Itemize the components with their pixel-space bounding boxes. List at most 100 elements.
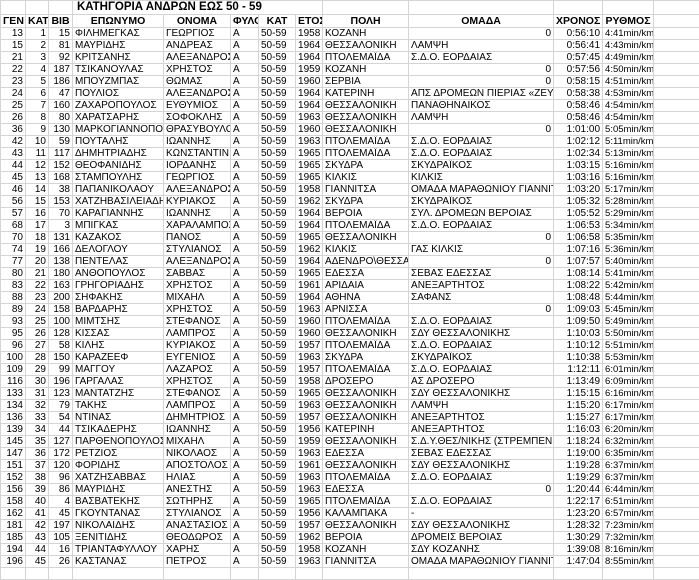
cell-team[interactable]: 0 (409, 232, 554, 244)
cell-category[interactable]: 50-59 (259, 316, 296, 328)
cell[interactable] (654, 196, 699, 208)
cell-category[interactable]: 50-59 (259, 292, 296, 304)
cell-category[interactable]: 50-59 (259, 28, 296, 40)
cell-time[interactable]: 1:20:44 (554, 484, 603, 496)
cell-bib[interactable]: 59 (49, 136, 73, 148)
cell-pace[interactable]: 8:55min/km (603, 556, 654, 568)
cell-category[interactable]: 50-59 (259, 520, 296, 532)
cell-gender[interactable]: Α (231, 64, 259, 76)
cell[interactable] (654, 460, 699, 472)
cell-surname[interactable]: ΘΕΟΦΑΝΙΔΗΣ (73, 160, 164, 172)
cell-category-rank[interactable]: 6 (26, 88, 49, 100)
cell-bib[interactable]: 70 (49, 208, 73, 220)
cell-overall-rank[interactable]: 46 (1, 184, 26, 196)
cell-team[interactable]: ΣΔΥ ΚΟΖΑΝΗΣ (409, 544, 554, 556)
cell-bib[interactable]: 3 (49, 220, 73, 232)
cell-city[interactable]: ΓΙΑΝΝΙΤΣΑ (323, 184, 409, 196)
cell-time[interactable]: 1:13:49 (554, 376, 603, 388)
cell-surname[interactable]: ΚΑΖΑΚΟΣ (73, 232, 164, 244)
cell-team[interactable]: ΣΔΥ ΘΕΣΣΑΛΟΝΙΚΗΣ (409, 388, 554, 400)
cell-overall-rank[interactable]: 158 (1, 496, 26, 508)
cell-bib[interactable]: 96 (49, 472, 73, 484)
cell-overall-rank[interactable]: 25 (1, 100, 26, 112)
cell-birth-year[interactable]: 1963 (296, 400, 323, 412)
cell-time[interactable]: 1:10:03 (554, 328, 603, 340)
cell-overall-rank[interactable]: 136 (1, 412, 26, 424)
cell-bib[interactable]: 92 (49, 52, 73, 64)
cell-city[interactable]: ΣΕΡΒΙΑ (323, 76, 409, 88)
cell-gender[interactable]: Α (231, 496, 259, 508)
cell-city[interactable]: ΠΤΟΛΕΜΑΪΔΑ (323, 52, 409, 64)
cell[interactable] (554, 1, 603, 15)
cell-category[interactable]: 50-59 (259, 472, 296, 484)
cell[interactable] (654, 268, 699, 280)
cell-gender[interactable]: Α (231, 280, 259, 292)
cell-team[interactable]: Σ.Δ.Ο. ΕΟΡΔΑΙΑΣ (409, 364, 554, 376)
cell-city[interactable]: ΒΕΡΟΙΑ (323, 532, 409, 544)
cell-gender[interactable]: Α (231, 28, 259, 40)
cell-team[interactable]: ΛΑΜΨΗ (409, 400, 554, 412)
cell-city[interactable]: ΘΕΣΣΑΛΟΝΙΚΗ (323, 100, 409, 112)
cell-birth-year[interactable]: 1965 (296, 172, 323, 184)
cell-overall-rank[interactable]: 83 (1, 280, 26, 292)
cell-pace[interactable]: 5:34min/km (603, 220, 654, 232)
cell-surname[interactable]: ΤΣΙΚΑΔΕΡΗΣ (73, 424, 164, 436)
cell[interactable] (554, 568, 603, 580)
cell-gender[interactable]: Α (231, 292, 259, 304)
cell[interactable] (164, 568, 231, 580)
cell[interactable] (296, 568, 323, 580)
cell-overall-rank[interactable]: 162 (1, 508, 26, 520)
cell-bib[interactable]: 99 (49, 364, 73, 376)
cell-surname[interactable]: ΧΑΤΖΗΣΑΒΒΑΣ (73, 472, 164, 484)
cell-first-name[interactable]: ΑΝΔΡΕΑΣ (164, 40, 231, 52)
cell-birth-year[interactable]: 1960 (296, 76, 323, 88)
cell-city[interactable]: ΘΕΣΣΑΛΟΝΙΚΗ (323, 388, 409, 400)
cell-bib[interactable]: 117 (49, 148, 73, 160)
cell-bib[interactable]: 130 (49, 124, 73, 136)
cell-first-name[interactable]: ΣΑΒΒΑΣ (164, 268, 231, 280)
cell-birth-year[interactable]: 1963 (296, 352, 323, 364)
cell-gender[interactable]: Α (231, 508, 259, 520)
cell-pace[interactable]: 5:40min/km (603, 256, 654, 268)
cell-surname[interactable]: ΔΕΛΟΓΛΟΥ (73, 244, 164, 256)
cell-category[interactable]: 50-59 (259, 304, 296, 316)
cell[interactable] (654, 208, 699, 220)
cell-surname[interactable]: ΜΠΟΥΖΜΠΑΣ (73, 76, 164, 88)
cell-birth-year[interactable]: 1965 (296, 388, 323, 400)
cell-pace[interactable]: 6:09min/km (603, 376, 654, 388)
cell-team[interactable]: - (409, 508, 554, 520)
cell[interactable] (654, 484, 699, 496)
cell[interactable] (296, 1, 323, 15)
cell-gender[interactable]: Α (231, 208, 259, 220)
header-city[interactable]: ΠΟΛΗ (323, 15, 409, 28)
cell-category[interactable]: 50-59 (259, 544, 296, 556)
cell-gender[interactable]: Α (231, 448, 259, 460)
cell-gender[interactable]: Α (231, 100, 259, 112)
cell-gender[interactable]: Α (231, 196, 259, 208)
cell-surname[interactable]: ΚΑΣΤΑΝΑΣ (73, 556, 164, 568)
cell-time[interactable]: 1:15:20 (554, 400, 603, 412)
cell-birth-year[interactable]: 1958 (296, 376, 323, 388)
cell[interactable] (654, 244, 699, 256)
cell-team[interactable]: 0 (409, 28, 554, 40)
cell-pace[interactable]: 7:32min/km (603, 532, 654, 544)
cell-first-name[interactable]: ΧΡΗΣΤΟΣ (164, 376, 231, 388)
header-category[interactable]: ΚΑΤ (259, 15, 296, 28)
cell-first-name[interactable]: ΑΠΟΣΤΟΛΟΣ (164, 460, 231, 472)
cell-birth-year[interactable]: 1964 (296, 292, 323, 304)
cell-city[interactable]: ΘΕΣΣΑΛΟΝΙΚΗ (323, 460, 409, 472)
cell-surname[interactable]: ΒΑΡΔΑΡΗΣ (73, 304, 164, 316)
cell-time[interactable]: 0:57:56 (554, 64, 603, 76)
cell-first-name[interactable]: ΓΕΩΡΓΙΟΣ (164, 28, 231, 40)
cell-bib[interactable]: 100 (49, 316, 73, 328)
cell-category[interactable]: 50-59 (259, 256, 296, 268)
cell-bib[interactable]: 80 (49, 112, 73, 124)
cell-team[interactable]: ΠΑΝΑΘΗΝΑΙΚΟΣ (409, 100, 554, 112)
cell[interactable] (654, 15, 699, 28)
cell[interactable] (654, 544, 699, 556)
cell-birth-year[interactable]: 1960 (296, 316, 323, 328)
cell[interactable] (654, 424, 699, 436)
cell-team[interactable]: Σ.Δ.Υ.ΘΕΣ/ΝΙΚΗΣ (ΣΤΡΕΜΠΕΝΙΣ (409, 436, 554, 448)
cell[interactable] (654, 220, 699, 232)
cell-overall-rank[interactable]: 13 (1, 28, 26, 40)
